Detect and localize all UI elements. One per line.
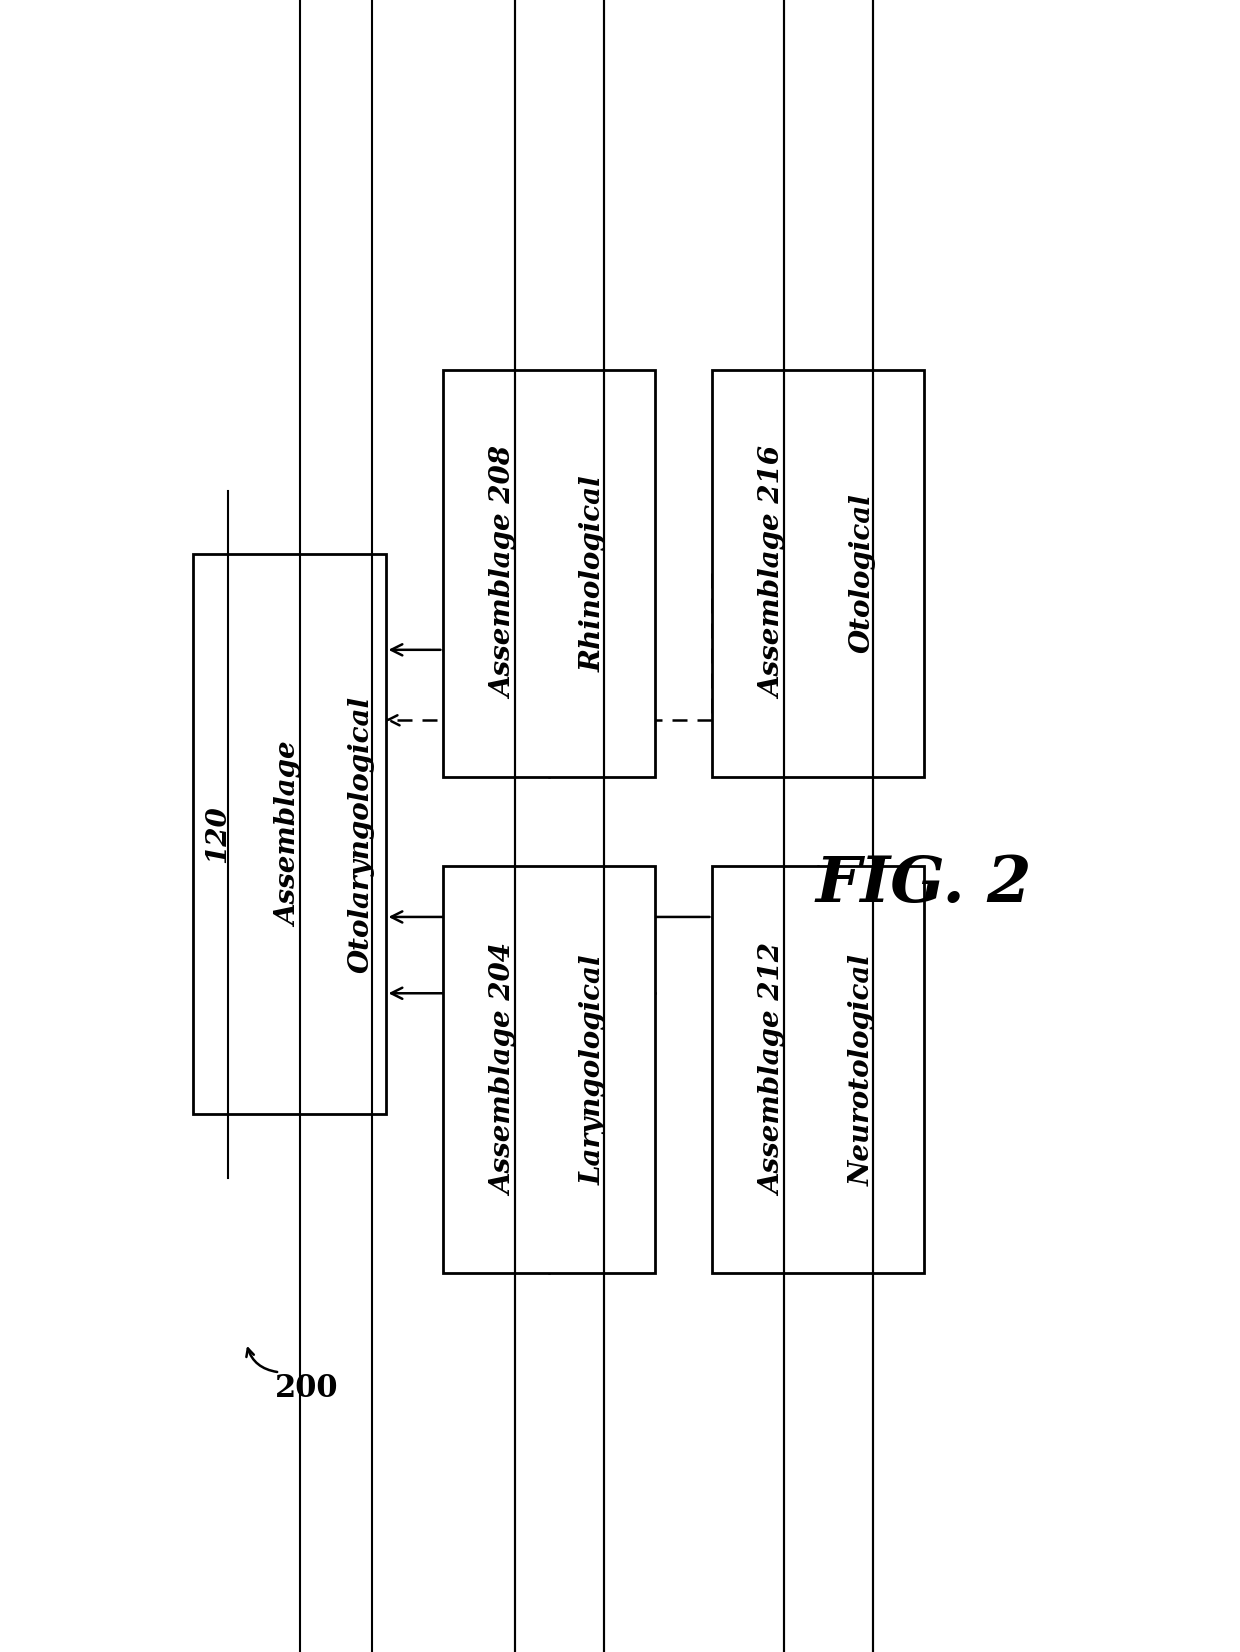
Text: Assemblage 208: Assemblage 208: [491, 448, 518, 699]
Text: Assemblage 204: Assemblage 204: [491, 943, 518, 1196]
Bar: [193, 555, 386, 1113]
Text: Rhinological: Rhinological: [580, 476, 606, 672]
Text: 120: 120: [203, 806, 231, 862]
Text: FIG. 2: FIG. 2: [816, 854, 1032, 915]
Text: Assemblage: Assemblage: [277, 742, 303, 927]
Bar: [444, 370, 655, 776]
Text: Otological: Otological: [849, 494, 875, 654]
Bar: [712, 866, 924, 1274]
Text: Otolaryngological: Otolaryngological: [348, 695, 376, 973]
Text: 200: 200: [275, 1373, 339, 1404]
Text: Assemblage 216: Assemblage 216: [760, 448, 787, 699]
Text: Laryngological: Laryngological: [580, 955, 606, 1184]
Bar: [712, 370, 924, 776]
Bar: [444, 866, 655, 1274]
Text: Neurotological: Neurotological: [849, 953, 875, 1186]
Text: Assemblage 212: Assemblage 212: [760, 943, 787, 1196]
